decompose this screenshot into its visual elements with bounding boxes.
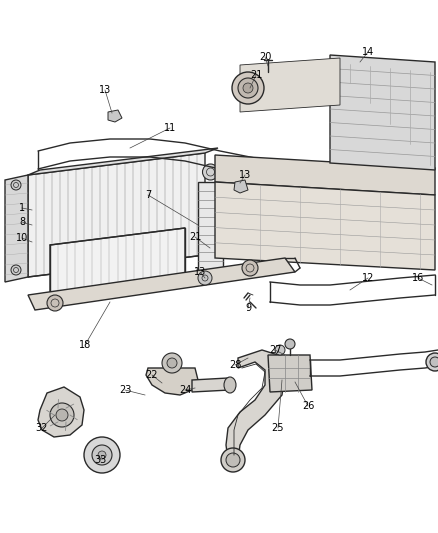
Circle shape	[202, 164, 219, 180]
Text: 12: 12	[362, 273, 374, 283]
Circle shape	[167, 358, 177, 368]
Circle shape	[198, 271, 212, 285]
Text: 25: 25	[272, 423, 284, 433]
Ellipse shape	[224, 377, 236, 393]
Polygon shape	[28, 153, 205, 277]
Text: 22: 22	[146, 370, 158, 380]
Text: 16: 16	[412, 273, 424, 283]
Text: 9: 9	[245, 303, 251, 313]
Circle shape	[162, 353, 182, 373]
Circle shape	[56, 409, 68, 421]
Text: 10: 10	[16, 233, 28, 243]
Text: 13: 13	[99, 85, 111, 95]
Circle shape	[11, 265, 21, 275]
Polygon shape	[215, 182, 435, 270]
Text: 32: 32	[36, 423, 48, 433]
Text: 28: 28	[229, 360, 241, 370]
Circle shape	[430, 357, 438, 367]
Text: 23: 23	[119, 385, 131, 395]
Text: 18: 18	[79, 340, 91, 350]
Circle shape	[226, 453, 240, 467]
Circle shape	[243, 83, 253, 93]
Polygon shape	[226, 350, 285, 460]
Polygon shape	[38, 387, 84, 437]
Polygon shape	[240, 58, 340, 112]
Text: 13: 13	[194, 267, 206, 277]
Text: 24: 24	[179, 385, 191, 395]
Polygon shape	[5, 175, 28, 282]
Polygon shape	[108, 110, 122, 122]
Polygon shape	[330, 55, 435, 170]
Text: 11: 11	[164, 123, 176, 133]
Text: 20: 20	[259, 52, 271, 62]
Text: 21: 21	[250, 70, 262, 80]
Text: 13: 13	[239, 170, 251, 180]
Text: 8: 8	[19, 217, 25, 227]
Polygon shape	[50, 228, 185, 295]
Circle shape	[275, 345, 285, 355]
Text: 21: 21	[189, 232, 201, 242]
Text: 26: 26	[302, 401, 314, 411]
Circle shape	[98, 451, 106, 459]
Polygon shape	[28, 258, 295, 310]
Text: 14: 14	[362, 47, 374, 57]
Polygon shape	[234, 180, 248, 193]
Polygon shape	[28, 148, 218, 175]
Text: 7: 7	[145, 190, 151, 200]
Circle shape	[84, 437, 120, 473]
Circle shape	[47, 295, 63, 311]
Polygon shape	[268, 355, 312, 392]
Text: 1: 1	[19, 203, 25, 213]
Polygon shape	[215, 155, 435, 195]
Text: 27: 27	[269, 345, 281, 355]
Circle shape	[92, 445, 112, 465]
Circle shape	[238, 78, 258, 98]
Circle shape	[50, 403, 74, 427]
Circle shape	[221, 448, 245, 472]
Polygon shape	[192, 378, 230, 392]
Polygon shape	[146, 368, 198, 395]
Circle shape	[232, 72, 264, 104]
Circle shape	[426, 353, 438, 371]
Circle shape	[242, 260, 258, 276]
Text: 33: 33	[94, 455, 106, 465]
Polygon shape	[198, 182, 223, 270]
Circle shape	[285, 339, 295, 349]
Circle shape	[11, 180, 21, 190]
